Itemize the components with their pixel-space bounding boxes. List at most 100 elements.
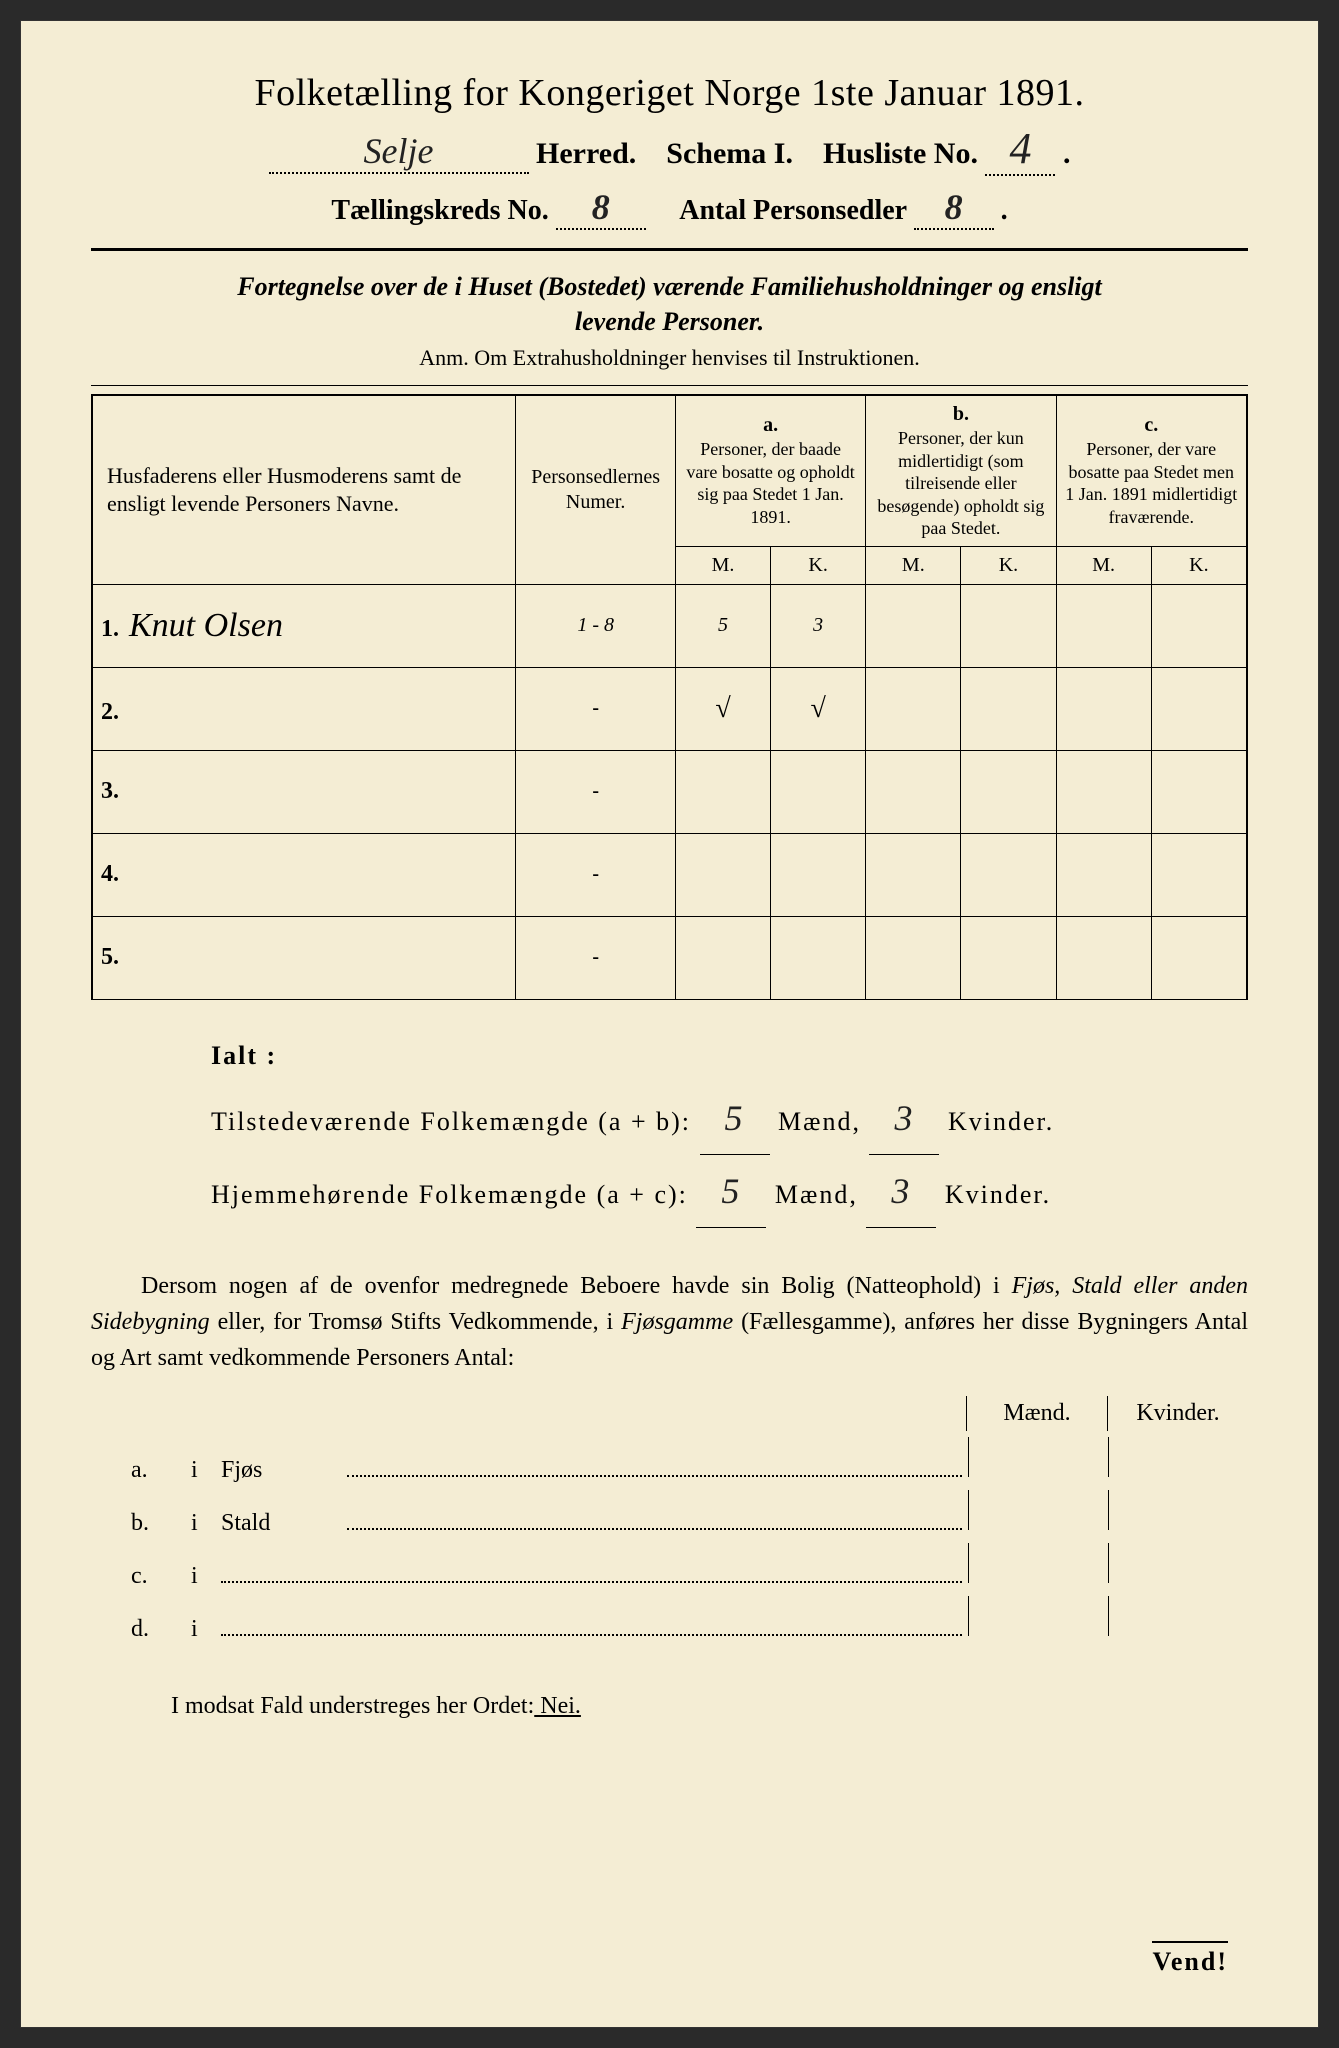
vend-label: Vend! <box>1152 1941 1228 1977</box>
herred-label: Herred. <box>536 137 636 170</box>
cell-cm <box>1056 833 1151 916</box>
cell-num: - <box>516 667 676 750</box>
cell-bk <box>961 667 1056 750</box>
kvinder-label: Kvinder. <box>948 1107 1054 1136</box>
cell-ck <box>1151 667 1247 750</box>
divider <box>91 385 1248 386</box>
row-i: i <box>191 1563 221 1590</box>
tilstede-label: Tilstedeværende Folkemængde (a + b): <box>211 1107 691 1136</box>
anm-note: Anm. Om Extrahusholdninger henvises til … <box>91 345 1248 371</box>
header-line-2: Selje Herred. Schema I. Husliste No. 4 . <box>91 123 1248 176</box>
maend-header: Mænd. <box>966 1396 1107 1431</box>
col-header-a: a. Personer, der baade vare bosatte og o… <box>675 395 865 546</box>
tilstede-k: 3 <box>869 1082 939 1155</box>
household-table: Husfaderens eller Husmoderens samt de en… <box>91 394 1248 1000</box>
cell-bk <box>961 833 1056 916</box>
modsat-line: I modsat Fald understreges her Ordet: Ne… <box>171 1693 1248 1720</box>
householder-name: Knut Olsen <box>129 607 283 644</box>
col-header-b: b. Personer, der kun midlertidigt (som t… <box>866 395 1056 546</box>
cell-am <box>675 833 770 916</box>
dots <box>347 1451 962 1477</box>
cell-num: - <box>516 833 676 916</box>
row-i: i <box>191 1457 221 1484</box>
kreds-value: 8 <box>592 187 610 227</box>
subhead-k: K. <box>771 546 866 584</box>
col-header-name: Husfaderens eller Husmoderens samt de en… <box>92 395 516 584</box>
ialt-label: Ialt : <box>211 1030 1248 1082</box>
herred-field: Selje <box>269 130 529 174</box>
herred-value: Selje <box>364 131 434 171</box>
fortegnelse-heading: Fortegnelse over de i Huset (Bostedet) v… <box>91 269 1248 339</box>
dots <box>221 1610 962 1636</box>
subhead-m: M. <box>1056 546 1151 584</box>
cell-ck <box>1151 833 1247 916</box>
row-number: 1. <box>101 616 129 643</box>
cell-ck <box>1151 750 1247 833</box>
fortegnelse-line1: Fortegnelse over de i Huset (Bostedet) v… <box>237 272 1102 301</box>
side-building-paragraph: Dersom nogen af de ovenfor medregnede Be… <box>91 1268 1248 1376</box>
hjemme-m: 5 <box>696 1155 766 1228</box>
m-cell <box>968 1490 1108 1530</box>
m-cell <box>968 1596 1108 1636</box>
cell-cm <box>1056 916 1151 999</box>
kreds-label: Tællingskreds No. <box>331 195 548 226</box>
dots <box>221 1557 962 1583</box>
tilstede-line: Tilstedeværende Folkemængde (a + b): 5 M… <box>211 1082 1248 1155</box>
subhead-m: M. <box>866 546 961 584</box>
col-header-c: c. Personer, der vare bosatte paa Stedet… <box>1056 395 1247 546</box>
bottom-row: c. i <box>91 1543 1248 1590</box>
header-line-3: Tællingskreds No. 8 Antal Personsedler 8… <box>91 186 1248 230</box>
cell-ak: √ <box>771 667 866 750</box>
k-cell <box>1108 1596 1248 1636</box>
row-i: i <box>191 1510 221 1537</box>
subhead-m: M. <box>675 546 770 584</box>
cell-bk <box>961 584 1056 667</box>
cell-ak <box>771 833 866 916</box>
cell-bk <box>961 750 1056 833</box>
cell-ak <box>771 750 866 833</box>
row-label: Stald <box>221 1510 341 1537</box>
cell-bm <box>866 916 961 999</box>
nei-word: Nei. <box>534 1693 581 1719</box>
cell-bm <box>866 833 961 916</box>
cell-cm <box>1056 584 1151 667</box>
row-key: c. <box>91 1563 191 1590</box>
m-cell <box>968 1437 1108 1477</box>
cell-num: 1 - 8 <box>516 584 676 667</box>
table-row: 2. - √ √ <box>92 667 1247 750</box>
census-form-page: Folketælling for Kongeriget Norge 1ste J… <box>20 20 1319 2028</box>
husliste-field: 4 <box>985 123 1055 176</box>
bottom-row: a. i Fjøs <box>91 1437 1248 1484</box>
cell-ck <box>1151 584 1247 667</box>
cell-ak: 3 <box>771 584 866 667</box>
row-key: b. <box>91 1510 191 1537</box>
husliste-label: Husliste No. <box>823 137 978 170</box>
bottom-row: d. i <box>91 1596 1248 1643</box>
table-row: 5. - <box>92 916 1247 999</box>
cell-am <box>675 750 770 833</box>
personsedler-field: 8 <box>914 186 994 230</box>
row-number: 3. <box>101 778 129 805</box>
cell-ak <box>771 916 866 999</box>
table-row: 4. - <box>92 833 1247 916</box>
k-cell <box>1108 1437 1248 1477</box>
cell-bm <box>866 667 961 750</box>
page-title: Folketælling for Kongeriget Norge 1ste J… <box>91 71 1248 115</box>
tilstede-m: 5 <box>700 1082 770 1155</box>
hjemme-label: Hjemmehørende Folkemængde (a + c): <box>211 1180 688 1209</box>
row-key: a. <box>91 1457 191 1484</box>
personsedler-label: Antal Personsedler <box>679 195 906 226</box>
kreds-field: 8 <box>556 186 646 230</box>
cell-am: 5 <box>675 584 770 667</box>
row-i: i <box>191 1616 221 1643</box>
cell-num: - <box>516 916 676 999</box>
subhead-k: K. <box>961 546 1056 584</box>
cell-am: √ <box>675 667 770 750</box>
side-building-table: Mænd. Kvinder. a. i Fjøs b. i Stald c. i… <box>91 1396 1248 1643</box>
dots <box>347 1504 962 1530</box>
hjemme-k: 3 <box>866 1155 936 1228</box>
cell-bk <box>961 916 1056 999</box>
kvinder-label: Kvinder. <box>945 1180 1051 1209</box>
subhead-k: K. <box>1151 546 1247 584</box>
row-number: 4. <box>101 861 129 888</box>
